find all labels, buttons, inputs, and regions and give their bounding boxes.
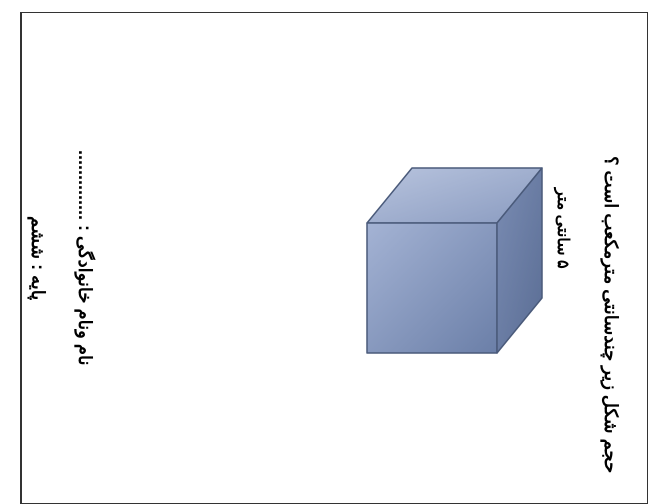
cube-svg: [357, 158, 547, 388]
worksheet-container: نام ونام خانوادگی : .............. پایه …: [20, 12, 648, 504]
grade-label: پایه : ششم: [27, 216, 49, 300]
cube-front-face: [367, 223, 497, 353]
cube-diagram: [357, 158, 547, 393]
dimension-label: ۵ سانتی متر: [553, 188, 572, 269]
header-row: نام ونام خانوادگی : .............. پایه …: [21, 13, 101, 503]
question-cell: حجم شکل زیر چندسانتی مترمکعب است ؟ ۵ سان…: [101, 13, 647, 503]
name-field-label: نام ونام خانوادگی : ..............: [74, 150, 96, 366]
question-text: حجم شکل زیر چندسانتی مترمکعب است ؟: [600, 33, 622, 473]
